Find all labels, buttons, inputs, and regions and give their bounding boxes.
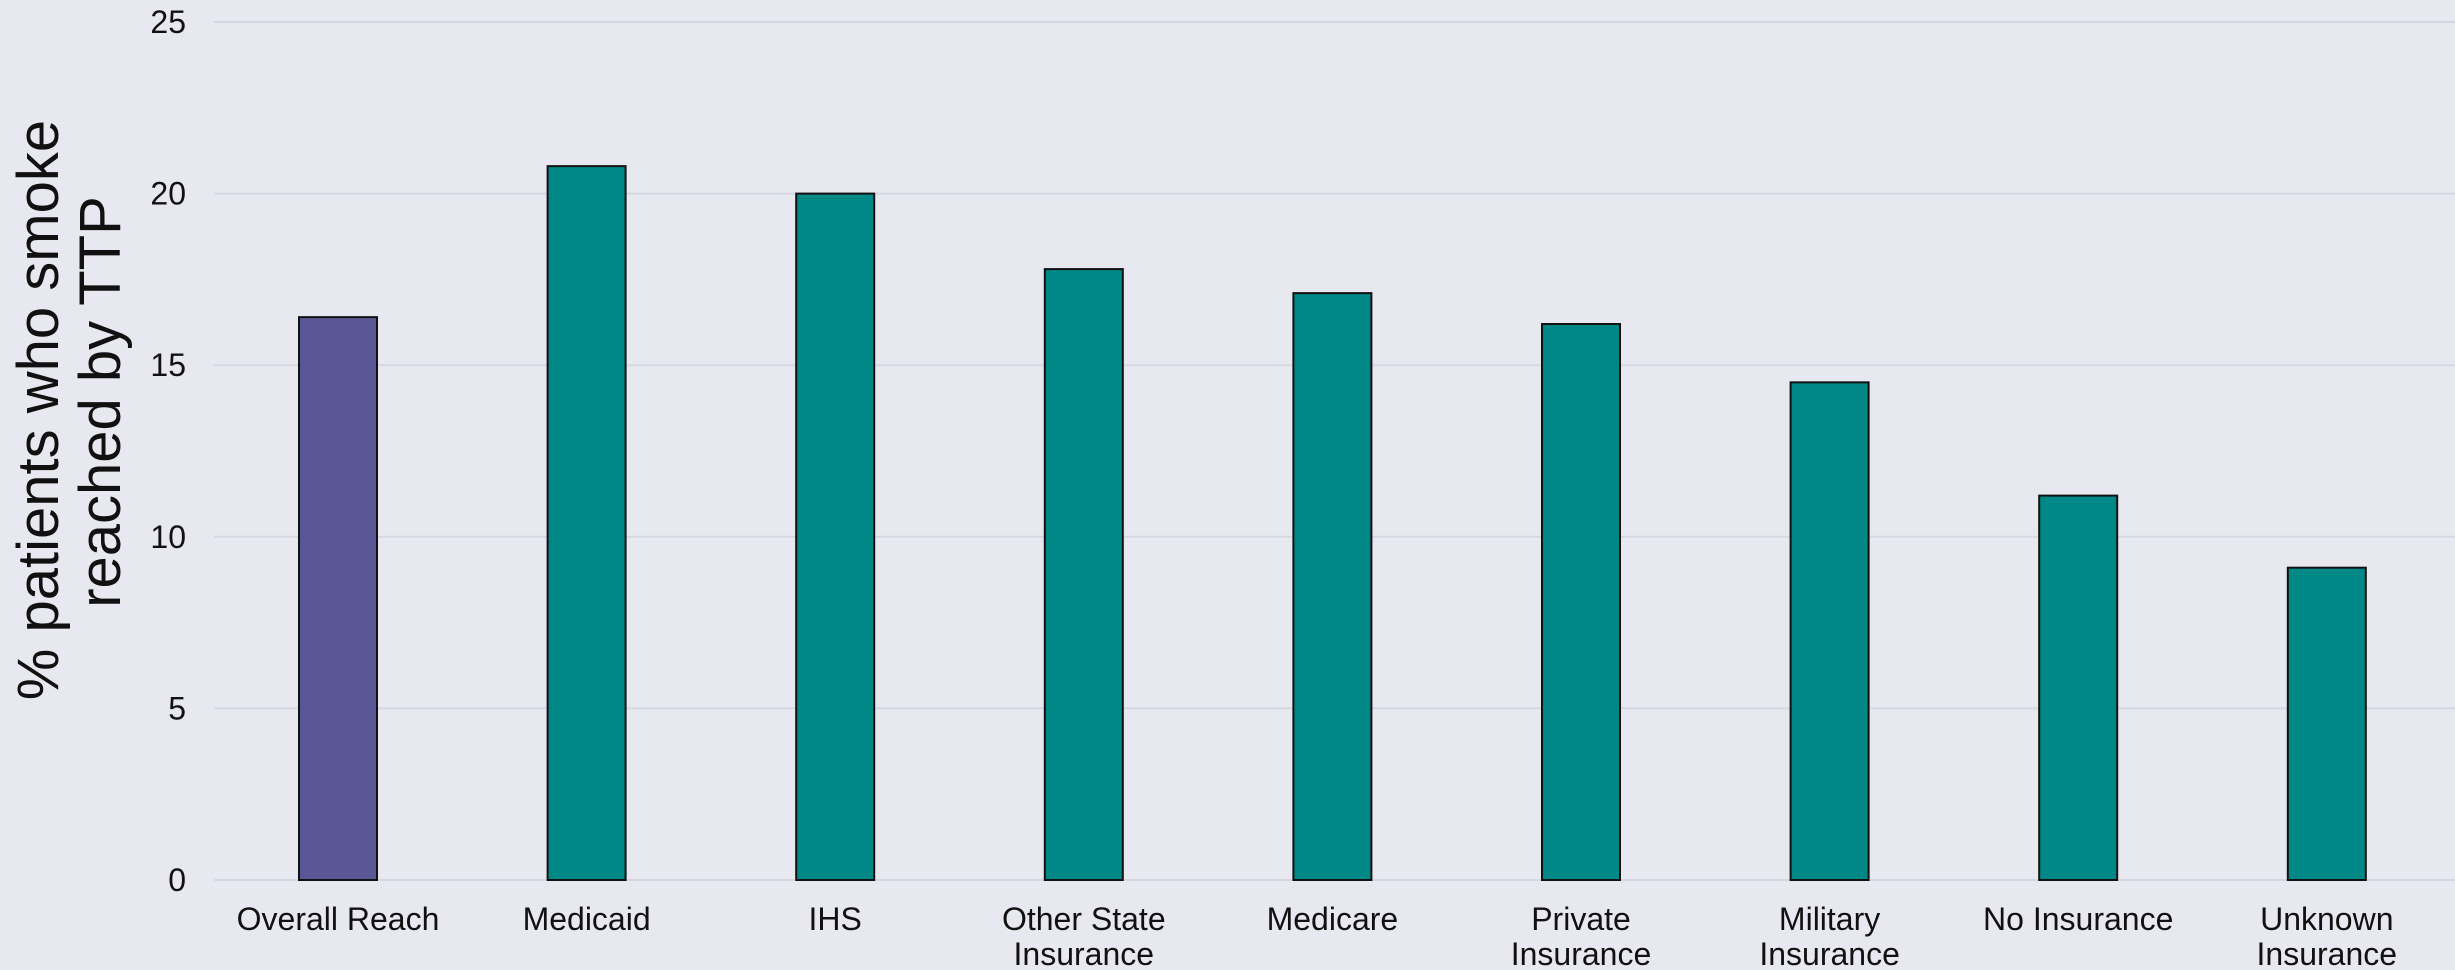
y-axis-title-text: % patients who smoke reached by TTP	[6, 104, 133, 700]
y-tick-label: 10	[150, 519, 186, 555]
y-axis-title-line-2: reached by TTP	[68, 196, 133, 608]
bar	[2286, 566, 2367, 881]
bar	[1292, 292, 1373, 881]
x-category-label: No Insurance	[1983, 901, 2173, 937]
bar-layer	[298, 165, 2367, 882]
x-category-label-line: No Insurance	[1983, 901, 2173, 937]
x-category-label: Overall Reach	[237, 901, 440, 937]
bar	[1541, 323, 1621, 881]
x-category-label: Private Insurance	[1511, 901, 1652, 970]
bar	[546, 165, 627, 882]
x-category-label-line: Military	[1779, 901, 1880, 937]
x-category-label-line: Insurance	[2257, 936, 2398, 970]
bar	[298, 316, 378, 882]
bar	[1789, 381, 1870, 881]
x-category-label-line: Unknown	[2260, 901, 2393, 937]
x-category-label-line: Private	[1531, 901, 1631, 937]
x-category-label: Unknown Insurance	[2257, 901, 2398, 970]
x-category-label: Medicare	[1267, 901, 1399, 937]
x-category-label: IHS	[809, 901, 862, 937]
bar	[2038, 494, 2119, 881]
x-category-label-line: Medicare	[1267, 901, 1399, 937]
x-category-label-line: Insurance	[1511, 936, 1652, 970]
y-axis-title-line-1: % patients who smoke	[6, 120, 71, 700]
x-category-label-line: Medicaid	[523, 901, 651, 937]
x-category-label-line: Other State	[1002, 901, 1166, 937]
y-tick-label: 25	[150, 4, 186, 40]
y-tick-label: 0	[168, 862, 186, 898]
y-axis-title: % patients who smoke reached by TTP	[6, 104, 133, 700]
bar	[795, 192, 876, 882]
x-category-label: Other State Insurance	[1002, 901, 1166, 970]
y-tick-layer: 0 5 10 15 20 25	[150, 4, 186, 898]
x-category-label: Medicaid	[523, 901, 651, 937]
x-category-label-line: Insurance	[1014, 936, 1155, 970]
x-category-label-line: IHS	[809, 901, 862, 937]
x-category-label-line: Overall Reach	[237, 901, 440, 937]
x-category-label: Military Insurance	[1759, 901, 1900, 970]
x-category-label-line: Insurance	[1759, 936, 1900, 970]
bar	[1043, 268, 1124, 881]
y-tick-label: 20	[150, 176, 186, 212]
y-tick-label: 15	[150, 347, 186, 383]
x-label-layer: Overall Reach Medicaid IHS Other State Insur…	[237, 901, 2397, 970]
y-tick-label: 5	[168, 690, 186, 726]
